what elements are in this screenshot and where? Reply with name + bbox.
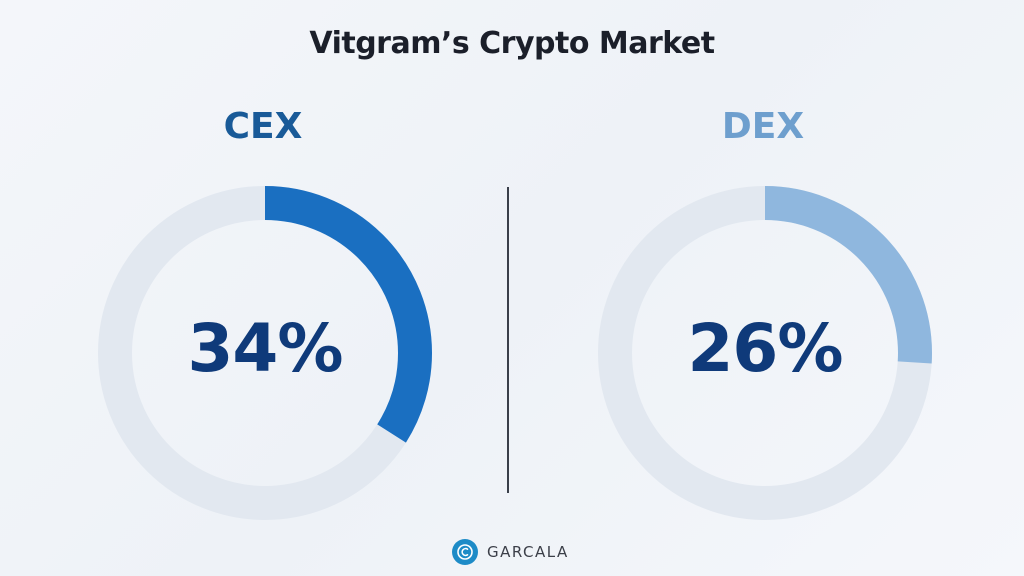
chart-title: Vitgram’s Crypto Market [309, 26, 715, 61]
dex-label: DEX [721, 106, 805, 147]
dex-percentage: 26% [687, 310, 844, 387]
cex-percentage: 34% [187, 310, 344, 387]
brand-name: GARCALA [487, 543, 569, 561]
cex-label: CEX [223, 106, 303, 147]
donut-slice-dex [598, 186, 932, 520]
coin-icon [452, 539, 478, 565]
brand-logo: GARCALA [452, 537, 569, 567]
donut-slice-cex [98, 186, 432, 520]
divider [507, 187, 509, 493]
